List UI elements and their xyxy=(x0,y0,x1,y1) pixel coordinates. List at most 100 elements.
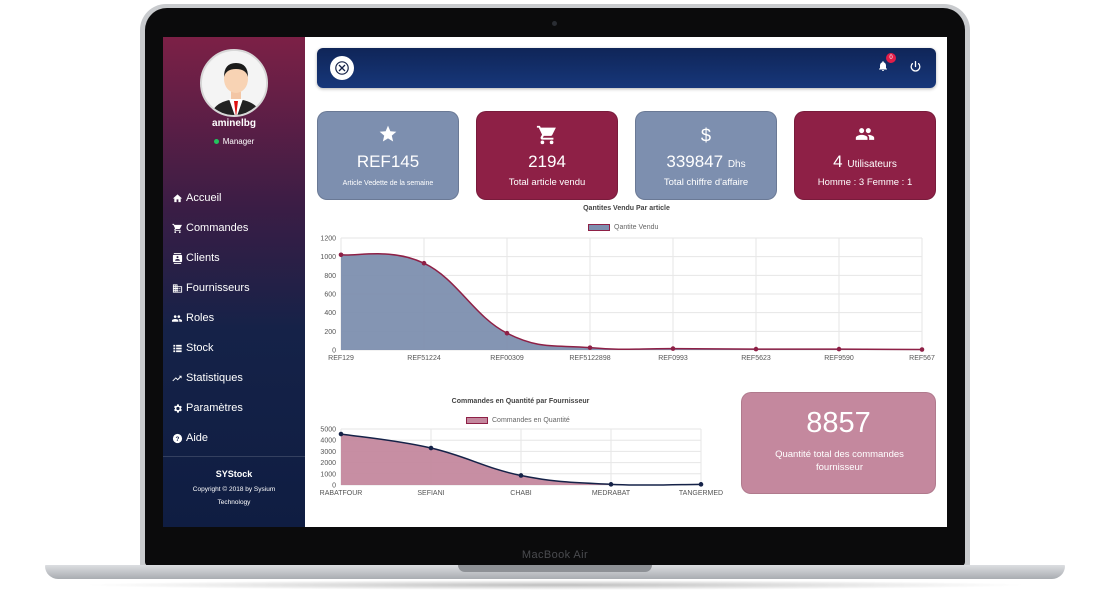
sidebar-item-aide[interactable]: ? Aide xyxy=(170,423,250,453)
dollar-icon: $ xyxy=(636,124,776,146)
x-tick-label: REF5623 xyxy=(741,355,771,362)
sidebar-item-label: Fournisseurs xyxy=(186,282,250,294)
legend-label: Qantite Vendu xyxy=(614,224,659,231)
x-tick-label: RABATFOUR xyxy=(320,490,363,497)
power-icon xyxy=(910,60,921,72)
contacts-icon xyxy=(170,252,184,264)
chart-title: Commandes en Quantité par Fournisseur xyxy=(451,398,590,405)
y-tick-label: 2000 xyxy=(320,460,336,467)
chart-legend[interactable]: Qantite Vendu xyxy=(588,224,658,231)
y-tick-label: 0 xyxy=(332,483,336,490)
camera-icon xyxy=(552,21,557,26)
x-tick-label: REF9590 xyxy=(824,355,854,362)
sidebar-item-label: Statistiques xyxy=(186,372,243,384)
y-tick-label: 5000 xyxy=(320,427,336,434)
user-role: Manager xyxy=(163,137,305,146)
people-icon xyxy=(795,124,935,146)
cart-icon xyxy=(477,124,617,146)
sidebar-item-label: Commandes xyxy=(186,222,249,234)
y-tick-label: 3000 xyxy=(320,449,336,456)
series-area xyxy=(341,434,701,486)
y-tick-label: 600 xyxy=(324,292,336,299)
card-value: 8857 xyxy=(806,407,871,439)
trending-icon xyxy=(170,372,184,384)
sidebar-item-parametres[interactable]: Paramètres xyxy=(170,393,250,423)
revenue-card: $ 339847 Dhs Total chiffre d'affaire xyxy=(635,111,777,200)
x-tick-label: REF129 xyxy=(328,355,354,362)
supplier-orders-total-card: 8857 Quantité total des commandes fourni… xyxy=(741,392,936,494)
sidebar-item-label: Paramètres xyxy=(186,402,243,414)
card-value-row: 4 Utilisateurs xyxy=(795,152,935,172)
logout-button[interactable] xyxy=(909,60,923,74)
x-tick-label: CHABI xyxy=(510,490,531,497)
gear-icon xyxy=(170,402,184,414)
sidebar-item-label: Aide xyxy=(186,432,209,444)
sidebar-item-clients[interactable]: Clients xyxy=(170,243,250,273)
user-avatar-icon xyxy=(202,51,266,115)
sidebar: aminelbg Manager Accueil Commandes Clien… xyxy=(163,37,305,527)
data-point xyxy=(504,330,510,336)
username: aminelbg xyxy=(212,118,256,129)
data-point xyxy=(338,252,344,258)
sidebar-item-fournisseurs[interactable]: Fournisseurs xyxy=(170,273,250,303)
sidebar-item-roles[interactable]: Roles xyxy=(170,303,250,333)
top-bar: 0 xyxy=(317,48,936,88)
legend-swatch xyxy=(466,417,488,424)
sidebar-item-commandes[interactable]: Commandes xyxy=(170,213,250,243)
featured-article-card: REF145 Article Vedette de la semaine xyxy=(317,111,459,200)
chart-title: Qantites Vendu Par article xyxy=(583,205,670,212)
legend-label: Commandes en Quantité xyxy=(492,417,570,424)
y-tick-label: 200 xyxy=(324,329,336,336)
svg-text:$: $ xyxy=(701,124,711,145)
total-sold-card: 2194 Total article vendu xyxy=(476,111,618,200)
sidebar-item-label: Roles xyxy=(186,312,215,324)
card-label: Total article vendu xyxy=(508,177,586,188)
card-value-row: 339847 Dhs xyxy=(636,152,776,172)
notifications-button[interactable]: 0 xyxy=(877,53,896,75)
sidebar-item-accueil[interactable]: Accueil xyxy=(170,183,250,213)
help-icon: ? xyxy=(170,432,184,444)
user-role-label: Manager xyxy=(222,137,255,146)
sidebar-divider xyxy=(163,456,305,457)
sidebar-nav: Accueil Commandes Clients Fournisseurs R… xyxy=(170,183,250,453)
y-tick-label: 800 xyxy=(324,273,336,280)
laptop-shadow xyxy=(80,580,1030,590)
data-point xyxy=(753,346,759,352)
star-icon xyxy=(318,124,458,146)
online-status-icon xyxy=(213,139,219,145)
data-point xyxy=(421,260,427,266)
x-tick-label: REF567 xyxy=(909,355,935,362)
series-line xyxy=(340,433,702,486)
sidebar-item-label: Accueil xyxy=(186,192,222,204)
x-tick-label: REF51224 xyxy=(407,355,441,362)
notification-badge: 0 xyxy=(886,53,896,63)
people-icon xyxy=(170,312,184,324)
x-tick-label: MEDRABAT xyxy=(592,490,631,497)
legend-swatch xyxy=(588,224,610,231)
chart-legend[interactable]: Commandes en Quantité xyxy=(466,417,570,424)
close-button[interactable] xyxy=(330,56,354,80)
data-point xyxy=(587,345,593,350)
series-line xyxy=(340,253,923,351)
footer-copyright: Copyright © 2018 by Sysium Technology xyxy=(192,486,276,506)
svg-text:?: ? xyxy=(175,435,179,442)
users-card: 4 Utilisateurs Homme : 3 Femme : 1 xyxy=(794,111,936,200)
home-icon xyxy=(170,192,184,204)
sidebar-item-stock[interactable]: Stock xyxy=(170,333,250,363)
x-tick-label: REF00309 xyxy=(490,355,524,362)
sidebar-item-label: Clients xyxy=(186,252,220,264)
device-label: MacBook Air xyxy=(521,549,589,561)
data-point xyxy=(428,445,434,451)
laptop-notch xyxy=(458,565,652,572)
card-label: Article Vedette de la semaine xyxy=(342,180,434,187)
card-unit: Utilisateurs xyxy=(847,159,897,170)
avatar[interactable] xyxy=(200,49,268,117)
card-label: Quantité total des commandes fournisseur xyxy=(775,449,904,473)
bell-icon xyxy=(879,61,887,71)
sidebar-item-label: Stock xyxy=(186,342,214,354)
data-point xyxy=(836,346,842,352)
card-value: 2194 xyxy=(528,152,566,171)
series-area xyxy=(341,253,922,350)
sidebar-item-statistiques[interactable]: Statistiques xyxy=(170,363,250,393)
card-value: 4 xyxy=(833,152,843,171)
